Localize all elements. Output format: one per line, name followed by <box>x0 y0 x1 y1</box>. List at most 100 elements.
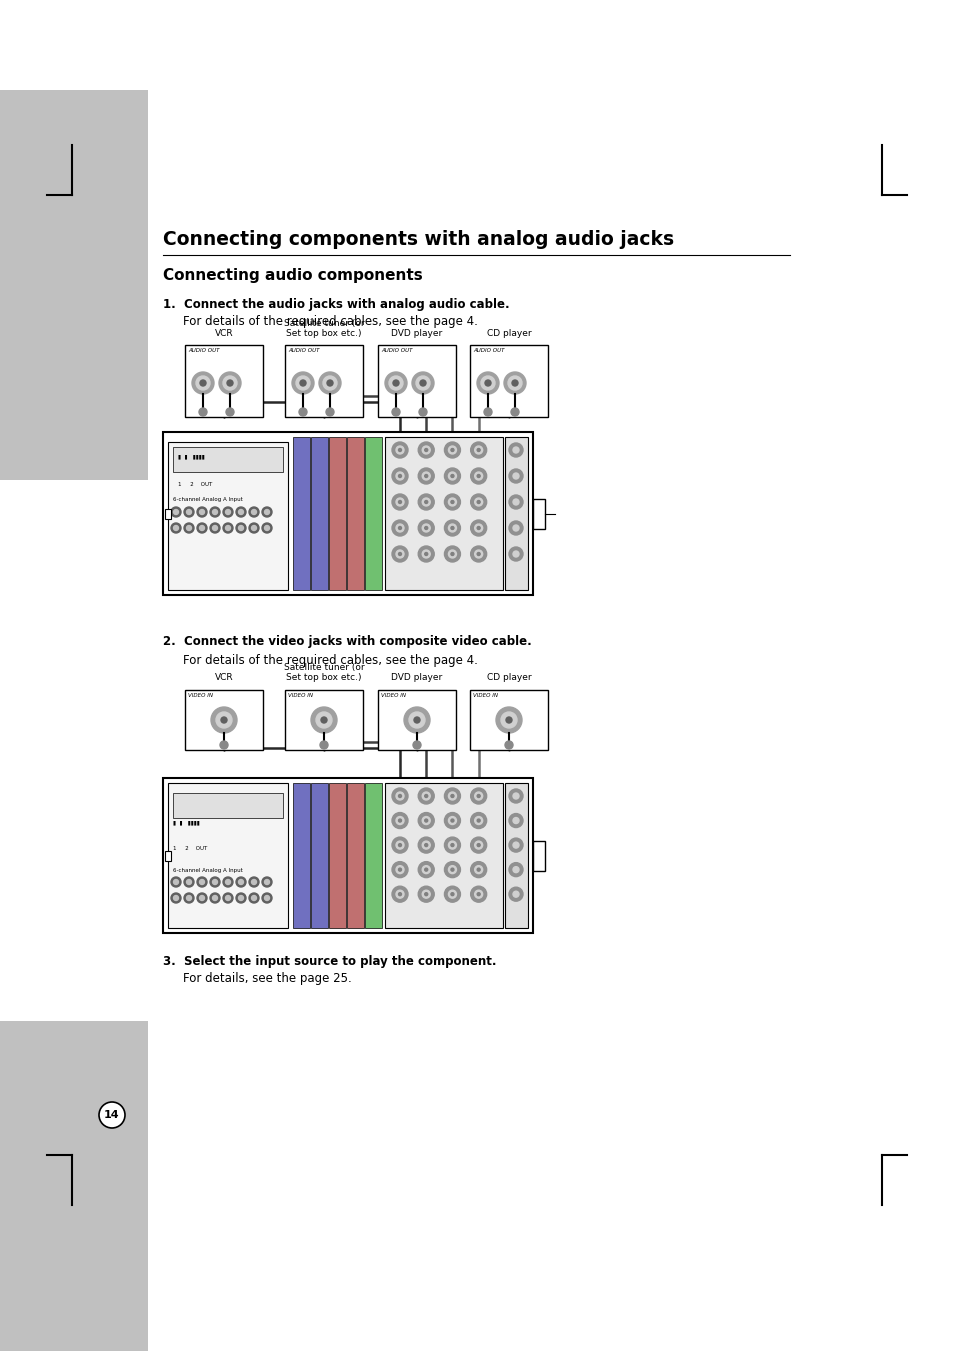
Circle shape <box>513 866 518 873</box>
Circle shape <box>398 893 401 896</box>
Circle shape <box>395 550 403 558</box>
Text: CD player: CD player <box>486 673 531 682</box>
Bar <box>185 345 263 417</box>
Text: Satellite tuner (or
Set top box etc.): Satellite tuner (or Set top box etc.) <box>283 319 364 338</box>
Bar <box>0 1021 148 1351</box>
Text: 6-channel Analog A Input: 6-channel Analog A Input <box>172 867 242 873</box>
Circle shape <box>509 469 522 484</box>
Text: For details of the required cables, see the page 4.: For details of the required cables, see … <box>183 654 477 667</box>
Circle shape <box>199 896 204 901</box>
Circle shape <box>476 500 479 504</box>
Circle shape <box>295 376 310 390</box>
Circle shape <box>475 816 482 824</box>
Circle shape <box>513 892 518 897</box>
Circle shape <box>196 523 207 534</box>
Circle shape <box>417 546 434 562</box>
Text: 2.  Connect the video jacks with composite video cable.: 2. Connect the video jacks with composit… <box>163 635 531 648</box>
Circle shape <box>392 886 408 902</box>
Circle shape <box>398 553 401 555</box>
Circle shape <box>319 740 328 748</box>
Circle shape <box>480 376 495 390</box>
Circle shape <box>292 372 314 394</box>
Circle shape <box>392 467 408 484</box>
Circle shape <box>223 376 236 390</box>
Circle shape <box>213 509 217 515</box>
Circle shape <box>315 712 332 728</box>
Circle shape <box>200 380 206 386</box>
Text: DVD player: DVD player <box>391 673 442 682</box>
Circle shape <box>475 792 482 800</box>
Circle shape <box>476 474 479 477</box>
Circle shape <box>444 546 460 562</box>
Circle shape <box>470 494 486 509</box>
Text: CD player: CD player <box>486 330 531 338</box>
Text: AUDIO OUT: AUDIO OUT <box>288 349 319 353</box>
Circle shape <box>262 507 272 517</box>
Circle shape <box>395 792 403 800</box>
Text: VIDEO IN: VIDEO IN <box>188 693 213 698</box>
Circle shape <box>444 788 460 804</box>
Circle shape <box>507 376 521 390</box>
Circle shape <box>171 523 181 534</box>
Circle shape <box>395 866 403 874</box>
Circle shape <box>422 816 430 824</box>
Circle shape <box>225 526 231 531</box>
Circle shape <box>298 408 307 416</box>
Text: VIDEO IN: VIDEO IN <box>380 693 406 698</box>
Circle shape <box>422 499 430 507</box>
Bar <box>347 436 364 590</box>
Circle shape <box>184 877 193 888</box>
Circle shape <box>392 812 408 828</box>
Circle shape <box>392 862 408 878</box>
Text: AUDIO OUT: AUDIO OUT <box>473 349 504 353</box>
Circle shape <box>504 740 513 748</box>
Circle shape <box>476 869 479 871</box>
Circle shape <box>451 843 454 847</box>
Circle shape <box>470 886 486 902</box>
Circle shape <box>215 712 232 728</box>
Bar <box>385 784 502 928</box>
Text: AUDIO OUT: AUDIO OUT <box>380 349 412 353</box>
Circle shape <box>417 812 434 828</box>
Circle shape <box>451 869 454 871</box>
Circle shape <box>395 890 403 898</box>
Circle shape <box>173 896 178 901</box>
Circle shape <box>412 372 434 394</box>
Circle shape <box>475 550 482 558</box>
Circle shape <box>238 509 243 515</box>
Circle shape <box>220 740 228 748</box>
Circle shape <box>262 893 272 902</box>
Circle shape <box>173 880 178 885</box>
Circle shape <box>311 707 336 734</box>
Text: 14: 14 <box>104 1111 120 1120</box>
Circle shape <box>513 817 518 824</box>
Circle shape <box>223 507 233 517</box>
Circle shape <box>417 788 434 804</box>
Text: 3.  Select the input source to play the component.: 3. Select the input source to play the c… <box>163 955 496 969</box>
Bar <box>365 436 381 590</box>
Circle shape <box>395 524 403 532</box>
Circle shape <box>476 372 498 394</box>
Bar <box>385 436 502 590</box>
Circle shape <box>173 526 178 531</box>
Circle shape <box>451 474 454 477</box>
Circle shape <box>249 523 258 534</box>
Circle shape <box>509 863 522 877</box>
Circle shape <box>424 474 427 477</box>
Circle shape <box>395 816 403 824</box>
Circle shape <box>476 893 479 896</box>
Bar <box>0 1042 148 1351</box>
Text: 6-channel Analog A Input: 6-channel Analog A Input <box>172 497 242 503</box>
Circle shape <box>392 494 408 509</box>
Bar <box>329 784 346 928</box>
Bar <box>293 784 310 928</box>
Circle shape <box>395 842 403 848</box>
Circle shape <box>509 813 522 828</box>
Circle shape <box>249 893 258 902</box>
Circle shape <box>327 380 333 386</box>
Circle shape <box>184 523 193 534</box>
Circle shape <box>470 838 486 852</box>
Circle shape <box>186 880 192 885</box>
Circle shape <box>451 893 454 896</box>
Circle shape <box>422 446 430 454</box>
